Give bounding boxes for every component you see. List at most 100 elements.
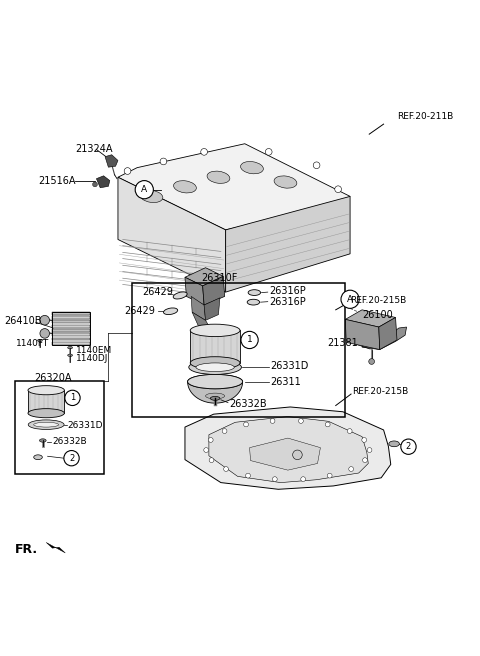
Circle shape	[273, 477, 277, 482]
Ellipse shape	[188, 375, 242, 389]
Circle shape	[327, 473, 332, 478]
Circle shape	[341, 290, 359, 308]
Ellipse shape	[68, 354, 72, 356]
Text: 26311: 26311	[270, 377, 301, 386]
Circle shape	[265, 148, 272, 155]
Text: 21381: 21381	[327, 338, 359, 348]
Circle shape	[325, 422, 330, 427]
Text: 26429: 26429	[142, 287, 173, 297]
Ellipse shape	[34, 455, 42, 460]
Ellipse shape	[164, 308, 178, 315]
Circle shape	[135, 180, 154, 199]
Bar	[52, 329, 90, 332]
Text: 26316P: 26316P	[270, 297, 306, 306]
Text: REF.20-215B: REF.20-215B	[350, 296, 407, 305]
Ellipse shape	[39, 439, 46, 442]
Bar	[52, 342, 90, 345]
Polygon shape	[362, 327, 407, 350]
Ellipse shape	[37, 339, 42, 342]
Ellipse shape	[189, 360, 241, 375]
Bar	[15, 380, 104, 474]
Circle shape	[224, 466, 228, 472]
Text: FR.: FR.	[15, 543, 38, 556]
Ellipse shape	[28, 409, 64, 418]
Text: 2: 2	[406, 442, 411, 451]
Bar	[132, 283, 345, 417]
Circle shape	[124, 168, 131, 174]
Circle shape	[270, 419, 275, 423]
Text: REF.20-215B: REF.20-215B	[352, 386, 409, 396]
Circle shape	[348, 428, 352, 434]
Text: 26332B: 26332B	[52, 438, 87, 447]
Ellipse shape	[28, 420, 64, 430]
Text: 1: 1	[70, 394, 75, 402]
Circle shape	[160, 158, 167, 165]
Text: 1140FT: 1140FT	[16, 338, 49, 348]
Ellipse shape	[196, 363, 234, 371]
Bar	[52, 325, 90, 327]
Bar	[52, 338, 90, 340]
Text: 21516A: 21516A	[38, 176, 75, 186]
Polygon shape	[345, 310, 396, 327]
Circle shape	[65, 390, 80, 405]
Circle shape	[246, 473, 251, 478]
Circle shape	[362, 458, 367, 462]
Polygon shape	[105, 155, 118, 167]
Circle shape	[222, 428, 227, 434]
Ellipse shape	[34, 422, 59, 427]
Circle shape	[301, 477, 306, 482]
Bar	[52, 316, 90, 319]
Ellipse shape	[68, 346, 72, 349]
Circle shape	[401, 439, 416, 455]
Ellipse shape	[188, 375, 242, 389]
Circle shape	[241, 331, 258, 348]
Text: 26331D: 26331D	[270, 361, 309, 371]
Circle shape	[335, 186, 341, 193]
Circle shape	[369, 359, 374, 364]
Polygon shape	[188, 382, 242, 403]
Text: 2: 2	[69, 454, 74, 462]
Text: 26316P: 26316P	[270, 286, 306, 296]
Text: 1140DJ: 1140DJ	[76, 354, 108, 363]
Ellipse shape	[389, 441, 399, 447]
Ellipse shape	[248, 290, 261, 295]
Ellipse shape	[28, 386, 64, 395]
Polygon shape	[209, 417, 368, 483]
Circle shape	[40, 316, 49, 325]
Polygon shape	[204, 298, 220, 320]
Text: 26331D: 26331D	[68, 421, 103, 430]
Circle shape	[208, 438, 213, 442]
Ellipse shape	[210, 396, 220, 400]
Text: 21324A: 21324A	[75, 144, 112, 154]
Circle shape	[362, 438, 367, 442]
Text: 1140EM: 1140EM	[76, 346, 112, 355]
Polygon shape	[192, 312, 214, 334]
Text: 26100: 26100	[362, 310, 393, 320]
Circle shape	[293, 450, 302, 460]
Text: 26320A: 26320A	[34, 373, 72, 382]
Text: A: A	[141, 185, 147, 194]
Bar	[52, 320, 90, 323]
Ellipse shape	[174, 180, 196, 193]
Text: REF.20-211B: REF.20-211B	[397, 112, 453, 121]
Circle shape	[204, 447, 209, 453]
Circle shape	[244, 422, 249, 427]
Ellipse shape	[140, 190, 163, 203]
Text: 26410B: 26410B	[4, 316, 42, 326]
Text: 26429: 26429	[124, 306, 155, 316]
Bar	[52, 312, 90, 345]
Ellipse shape	[205, 393, 225, 399]
Circle shape	[313, 162, 320, 169]
Circle shape	[93, 182, 97, 187]
Text: 26310F: 26310F	[202, 273, 238, 283]
Polygon shape	[203, 276, 225, 305]
Ellipse shape	[247, 299, 260, 305]
Polygon shape	[185, 407, 391, 489]
Circle shape	[349, 466, 354, 472]
Ellipse shape	[274, 176, 297, 188]
Polygon shape	[379, 318, 397, 350]
Ellipse shape	[190, 357, 240, 369]
Bar	[52, 312, 90, 315]
Text: 1: 1	[247, 335, 252, 344]
Ellipse shape	[207, 171, 230, 184]
